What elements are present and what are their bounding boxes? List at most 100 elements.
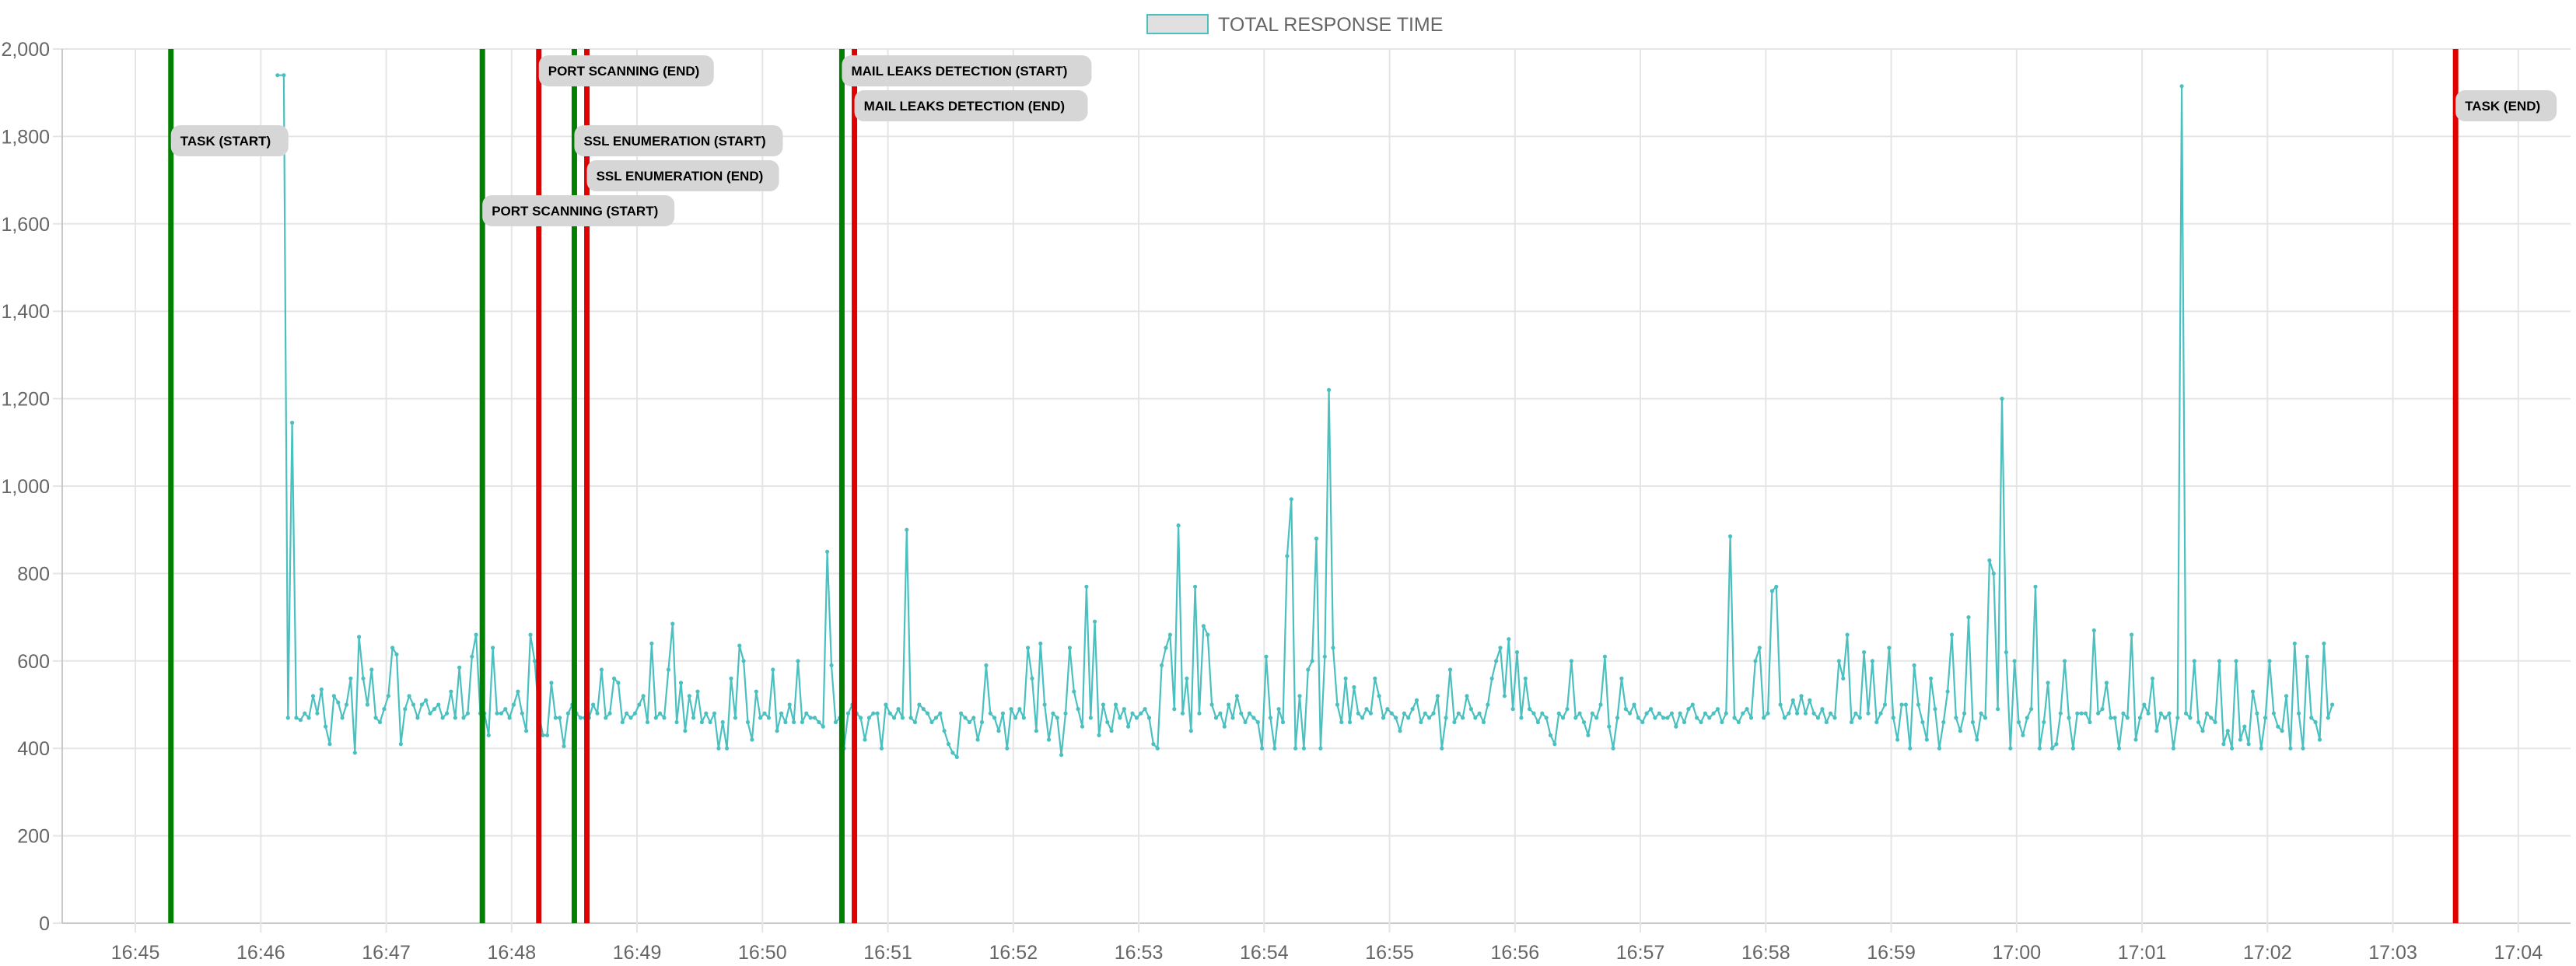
data-point xyxy=(327,742,332,747)
data-point xyxy=(1715,707,1720,712)
data-point xyxy=(1239,711,1244,716)
data-point xyxy=(1636,716,1640,720)
annotation-label-text: TASK (START) xyxy=(180,134,271,149)
data-point xyxy=(419,702,424,707)
data-point xyxy=(1465,694,1469,698)
data-point xyxy=(390,646,395,650)
data-point xyxy=(361,676,366,681)
data-point xyxy=(2292,641,2297,646)
data-point xyxy=(1293,746,1298,751)
data-point xyxy=(1933,707,1937,712)
data-point xyxy=(1151,742,1156,747)
data-point xyxy=(866,716,871,720)
data-point xyxy=(1552,742,1557,747)
data-point xyxy=(1440,746,1444,751)
data-point xyxy=(1824,719,1829,725)
data-point xyxy=(1193,584,1198,589)
data-point xyxy=(2083,711,2088,716)
data-point xyxy=(1561,716,1566,720)
data-point xyxy=(1067,646,1072,650)
data-point xyxy=(2054,742,2059,747)
data-point xyxy=(653,716,658,720)
data-point xyxy=(1285,554,1290,558)
data-point xyxy=(369,667,374,672)
data-point xyxy=(821,724,825,729)
data-point xyxy=(892,716,897,720)
data-point xyxy=(2267,659,2272,663)
data-point xyxy=(1699,719,1703,725)
legend[interactable]: TOTAL RESPONSE TIME xyxy=(1146,14,1443,36)
data-point xyxy=(1109,729,1114,733)
data-point xyxy=(683,729,688,733)
data-point xyxy=(1206,632,1210,637)
data-point xyxy=(896,707,901,712)
data-point xyxy=(1774,584,1779,589)
data-point xyxy=(670,621,675,626)
data-point xyxy=(340,716,345,720)
annotation-lines xyxy=(168,49,2459,923)
data-point xyxy=(796,659,800,663)
data-point xyxy=(1711,711,1716,716)
data-point xyxy=(1836,659,1841,663)
data-point xyxy=(285,716,290,720)
annotation-label-text: PORT SCANNING (START) xyxy=(492,204,658,219)
data-point xyxy=(1243,719,1248,725)
data-point xyxy=(2259,746,2263,751)
data-point xyxy=(2305,654,2309,659)
data-point xyxy=(541,733,545,737)
data-point xyxy=(2158,711,2163,716)
data-point xyxy=(1648,707,1654,712)
data-point xyxy=(1017,707,1022,712)
data-point xyxy=(1197,711,1202,716)
data-point xyxy=(745,719,751,725)
data-point xyxy=(365,702,369,707)
data-point xyxy=(1310,659,1314,663)
data-point xyxy=(1486,702,1490,707)
data-point xyxy=(1795,711,1800,716)
data-point xyxy=(1916,702,1921,707)
data-point xyxy=(1728,534,1733,539)
data-point xyxy=(357,635,362,639)
data-point xyxy=(2200,729,2205,733)
data-point xyxy=(1803,711,1808,716)
data-point xyxy=(1105,719,1110,725)
data-point xyxy=(2263,716,2268,720)
legend-label[interactable]: TOTAL RESPONSE TIME xyxy=(1218,14,1443,36)
data-point xyxy=(1966,615,1971,620)
data-point xyxy=(1820,707,1825,712)
data-point xyxy=(658,711,663,716)
legend-swatch[interactable] xyxy=(1146,14,1209,34)
data-point xyxy=(2075,711,2080,716)
data-point xyxy=(1569,659,1573,663)
data-point xyxy=(1046,737,1052,742)
data-point xyxy=(1280,719,1286,725)
data-point xyxy=(2284,694,2289,698)
data-point xyxy=(1753,659,1758,663)
data-point xyxy=(1548,733,1553,737)
data-point xyxy=(1268,716,1272,720)
data-point xyxy=(959,711,964,716)
x-tick-label: 16:52 xyxy=(989,942,1038,964)
data-point xyxy=(2042,719,2046,725)
data-point xyxy=(649,641,654,646)
data-point xyxy=(2012,659,2017,663)
annotation-label: PORT SCANNING (END) xyxy=(538,55,714,87)
data-point xyxy=(1088,716,1093,720)
data-point xyxy=(275,73,280,78)
data-point xyxy=(1891,716,1895,720)
data-point xyxy=(875,711,880,716)
data-point xyxy=(1139,711,1143,716)
data-point xyxy=(1653,716,1657,720)
data-point xyxy=(315,711,320,716)
data-point xyxy=(808,716,813,720)
data-point xyxy=(1230,716,1235,720)
data-point xyxy=(2175,716,2180,720)
data-point xyxy=(1155,746,1160,751)
data-point xyxy=(1703,711,1707,716)
data-point xyxy=(1410,707,1415,712)
x-tick-label: 16:45 xyxy=(111,942,160,964)
data-point xyxy=(461,716,466,720)
data-point xyxy=(1364,707,1369,712)
data-point xyxy=(1356,711,1360,716)
